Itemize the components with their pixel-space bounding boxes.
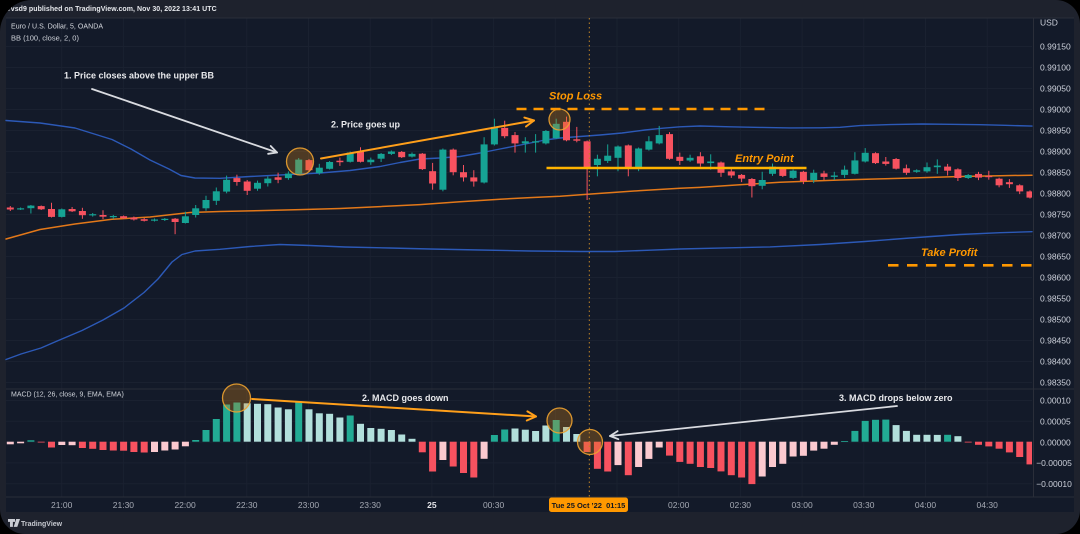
svg-text:22:00: 22:00 — [174, 500, 196, 510]
svg-text:04:00: 04:00 — [915, 500, 937, 510]
svg-text:2. Price goes up: 2. Price goes up — [331, 120, 401, 130]
svg-text:TradingView: TradingView — [21, 521, 63, 528]
svg-text:00:30: 00:30 — [483, 500, 505, 510]
svg-text:1. Price closes above the uppe: 1. Price closes above the upper BB — [64, 71, 215, 81]
svg-text:Entry Point: Entry Point — [735, 153, 795, 165]
svg-text:rvsd9 published on TradingView: rvsd9 published on TradingView.com, Nov … — [8, 6, 217, 13]
svg-text:23:30: 23:30 — [360, 500, 382, 510]
svg-text:Take Profit: Take Profit — [921, 247, 979, 259]
svg-text:03:00: 03:00 — [791, 500, 813, 510]
svg-text:Tue 25 Oct ’22 01:15: Tue 25 Oct ’22 01:15 — [552, 501, 626, 510]
svg-text:2. MACD goes down: 2. MACD goes down — [362, 393, 449, 403]
svg-text:0.98550: 0.98550 — [1040, 294, 1071, 304]
svg-text:0.99050: 0.99050 — [1040, 84, 1071, 94]
svg-text:0.98950: 0.98950 — [1040, 126, 1071, 136]
svg-text:0.99000: 0.99000 — [1040, 105, 1071, 115]
svg-text:0.00010: 0.00010 — [1040, 396, 1071, 406]
svg-text:03:30: 03:30 — [853, 500, 875, 510]
svg-text:Stop Loss: Stop Loss — [549, 91, 602, 103]
svg-text:21:00: 21:00 — [51, 500, 73, 510]
svg-text:Euro / U.S. Dollar, 5, OANDA: Euro / U.S. Dollar, 5, OANDA — [11, 24, 103, 31]
svg-text:0.98900: 0.98900 — [1040, 147, 1071, 157]
svg-text:0.98450: 0.98450 — [1040, 336, 1071, 346]
svg-text:25: 25 — [427, 500, 437, 510]
svg-text:0.98500: 0.98500 — [1040, 315, 1071, 325]
svg-text:04:30: 04:30 — [977, 500, 999, 510]
svg-text:0.98750: 0.98750 — [1040, 210, 1071, 220]
svg-text:0.98650: 0.98650 — [1040, 252, 1071, 262]
svg-text:02:00: 02:00 — [668, 500, 690, 510]
svg-text:0.00005: 0.00005 — [1040, 417, 1071, 427]
svg-text:BB (100, close, 2, 0): BB (100, close, 2, 0) — [11, 34, 79, 43]
svg-text:−0.00010: −0.00010 — [1036, 479, 1072, 489]
svg-text:−0.00005: −0.00005 — [1036, 458, 1072, 468]
svg-text:21:30: 21:30 — [113, 500, 135, 510]
svg-text:22:30: 22:30 — [236, 500, 258, 510]
svg-text:0.98700: 0.98700 — [1040, 231, 1071, 241]
svg-text:23:00: 23:00 — [298, 500, 320, 510]
svg-text:02:30: 02:30 — [730, 500, 752, 510]
svg-text:MACD (12, 26, close, 9, EMA, E: MACD (12, 26, close, 9, EMA, EMA) — [11, 392, 124, 399]
svg-text:0.98850: 0.98850 — [1040, 168, 1071, 178]
svg-text:0.98600: 0.98600 — [1040, 273, 1071, 283]
svg-text:0.99100: 0.99100 — [1040, 63, 1071, 73]
svg-text:0.98800: 0.98800 — [1040, 189, 1071, 199]
svg-text:USD: USD — [1040, 18, 1058, 28]
svg-text:0.00000: 0.00000 — [1040, 437, 1071, 447]
svg-text:3. MACD drops below zero: 3. MACD drops below zero — [839, 393, 953, 403]
svg-text:0.98350: 0.98350 — [1040, 378, 1071, 388]
svg-text:0.98400: 0.98400 — [1040, 357, 1071, 367]
svg-text:0.99150: 0.99150 — [1040, 42, 1071, 52]
